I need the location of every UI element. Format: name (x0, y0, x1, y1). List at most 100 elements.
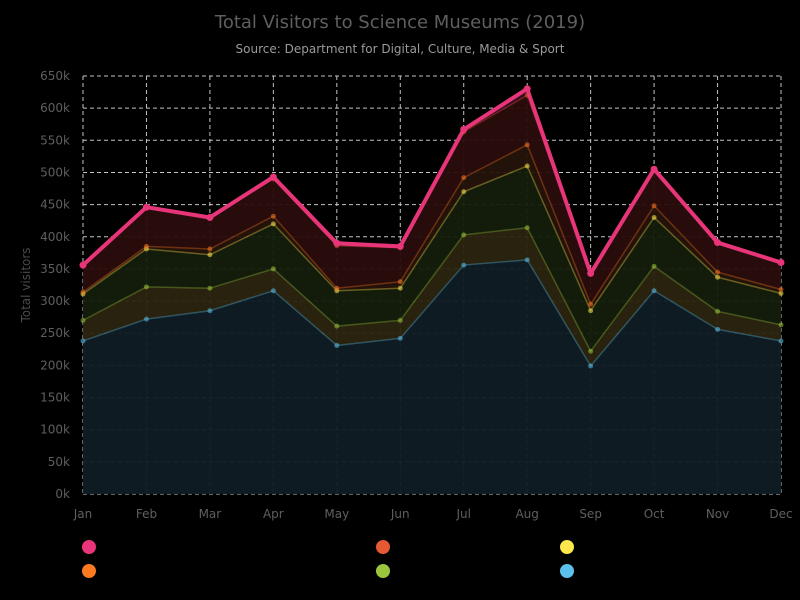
x-tick-label: May (324, 507, 349, 521)
data-point (651, 203, 657, 209)
series-area (83, 95, 781, 305)
x-tick-label: Oct (644, 507, 665, 521)
series-line (81, 86, 782, 276)
series-area (83, 166, 781, 352)
data-point (270, 221, 276, 227)
data-point (461, 175, 467, 181)
x-tick-label: Jun (390, 507, 410, 521)
data-point (334, 323, 340, 329)
y-tick-label: 300k (40, 294, 70, 308)
line-layer (81, 86, 782, 367)
data-point (206, 213, 214, 221)
data-point (207, 285, 213, 291)
x-tick-label: Feb (136, 507, 157, 521)
data-point (270, 213, 276, 219)
legend (82, 540, 574, 578)
x-tick-label: Aug (515, 507, 538, 521)
series-line (82, 227, 782, 352)
legend-marker (376, 564, 390, 578)
data-point (715, 308, 721, 314)
tick-layer: 0k 50k 100k 150k 200k 250k 300k 350k 400k 450k 500… (40, 69, 792, 521)
y-tick-label: 0k (55, 487, 70, 501)
data-point (143, 284, 149, 290)
y-tick-label: 600k (40, 101, 70, 115)
chart-subtitle: Source: Department for Digital, Culture,… (236, 42, 565, 56)
data-point (588, 348, 594, 354)
data-point (461, 189, 467, 195)
series-area (83, 259, 781, 494)
data-point (588, 363, 594, 369)
data-point (270, 288, 276, 294)
data-point (397, 285, 403, 291)
data-point (207, 246, 213, 252)
data-point (715, 274, 721, 280)
data-point (778, 290, 784, 296)
x-tick-label: Nov (706, 507, 729, 521)
point-layer (79, 85, 785, 369)
data-point (270, 266, 276, 272)
series-line (82, 165, 782, 312)
y-tick-label: 100k (40, 423, 70, 437)
data-point (778, 322, 784, 328)
data-point (397, 335, 403, 341)
y-tick-label: 50k (48, 455, 70, 469)
data-point (143, 316, 149, 322)
data-point (651, 288, 657, 294)
data-point (397, 279, 403, 285)
data-point (461, 232, 467, 238)
y-tick-label: 650k (40, 69, 70, 83)
data-point (588, 301, 594, 307)
legend-marker (560, 540, 574, 554)
data-point (80, 338, 86, 344)
data-point (79, 261, 87, 269)
legend-marker (560, 564, 574, 578)
legend-marker (82, 540, 96, 554)
data-point (80, 289, 86, 295)
data-point (207, 308, 213, 314)
data-point (524, 257, 530, 263)
data-point (715, 269, 721, 275)
chart-title: Total Visitors to Science Museums (2019) (214, 12, 585, 33)
data-point (396, 242, 404, 250)
data-point (650, 165, 658, 173)
y-tick-label: 400k (40, 230, 70, 244)
data-point (778, 287, 784, 293)
data-point (334, 342, 340, 348)
data-point (651, 214, 657, 220)
x-tick-label: Sep (579, 507, 602, 521)
x-tick-label: Jan (73, 507, 93, 521)
series-area (83, 144, 781, 311)
y-tick-label: 150k (40, 391, 70, 405)
y-axis-label: Total visitors (19, 247, 33, 323)
data-point (524, 163, 530, 169)
data-point (80, 317, 86, 323)
data-point (207, 252, 213, 258)
data-point (333, 239, 341, 247)
data-point (524, 92, 530, 98)
legend-marker (376, 540, 390, 554)
legend-marker (82, 564, 96, 578)
data-point (715, 326, 721, 332)
series-line (82, 144, 782, 306)
y-tick-label: 250k (40, 326, 70, 340)
data-point (143, 243, 149, 249)
y-tick-label: 500k (40, 165, 70, 179)
area-layer (83, 88, 781, 494)
y-tick-label: 350k (40, 262, 70, 276)
data-point (460, 125, 468, 133)
data-point (397, 317, 403, 323)
data-point (524, 142, 530, 148)
data-point (651, 263, 657, 269)
data-point (523, 85, 531, 93)
x-tick-label: Jul (455, 507, 470, 521)
data-point (777, 258, 785, 266)
data-point (778, 338, 784, 344)
y-tick-label: 550k (40, 133, 70, 147)
data-point (587, 269, 595, 277)
data-point (461, 262, 467, 268)
series-area (83, 227, 781, 367)
x-tick-label: Mar (199, 507, 222, 521)
data-point (269, 173, 277, 181)
